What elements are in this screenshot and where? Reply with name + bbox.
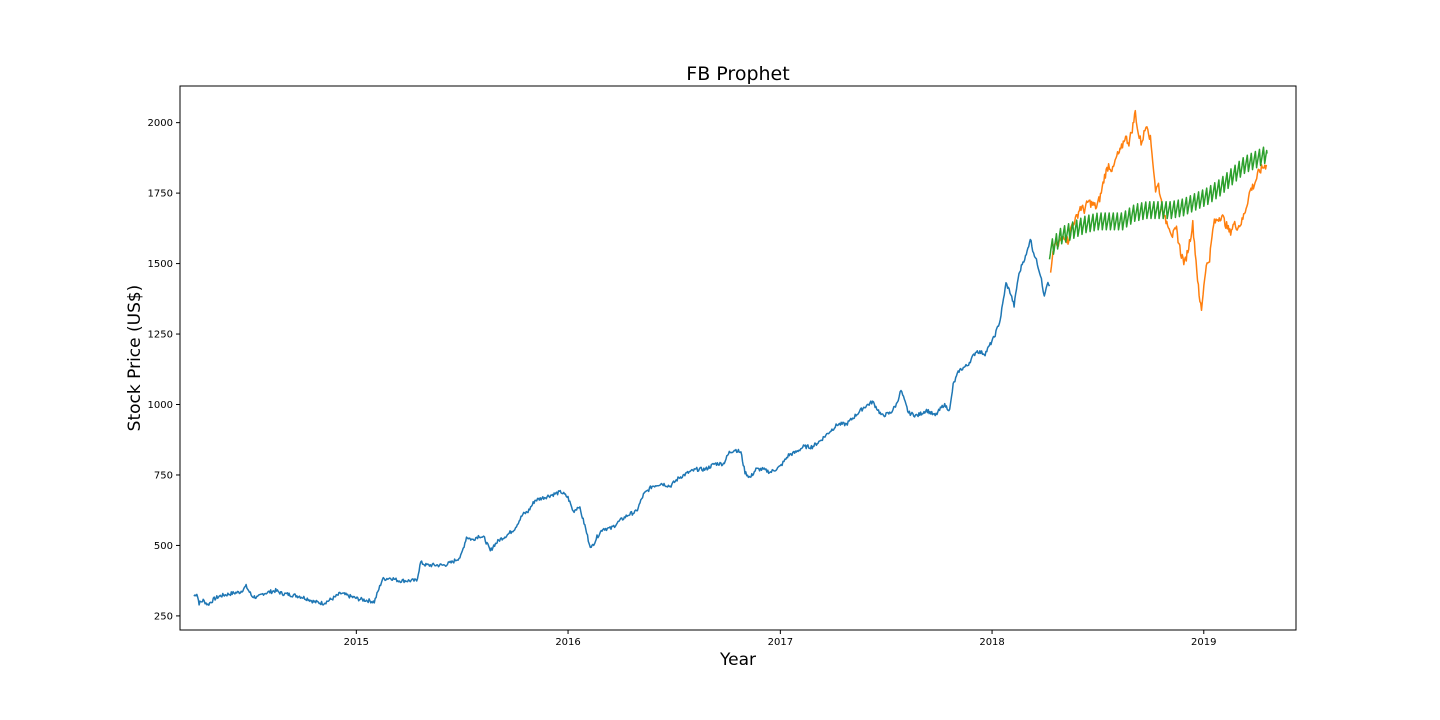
y-axis: 250 500 750 1000 1250 1500 1750 2000 xyxy=(148,118,180,622)
plot-lines xyxy=(193,109,1268,606)
x-tick-label: 2017 xyxy=(768,637,793,648)
x-tick-label: 2015 xyxy=(344,637,369,648)
y-tick-label: 250 xyxy=(154,611,173,622)
y-tick-label: 1000 xyxy=(148,400,173,411)
actual-price-line xyxy=(1049,109,1268,312)
x-tick-label: 2018 xyxy=(979,637,1004,648)
y-tick-label: 2000 xyxy=(148,118,173,129)
y-tick-label: 500 xyxy=(154,541,173,552)
y-tick-label: 750 xyxy=(154,470,173,481)
y-tick-label: 1500 xyxy=(148,259,173,270)
x-tick-label: 2019 xyxy=(1191,637,1216,648)
y-tick-label: 1750 xyxy=(148,189,173,200)
forecast-line xyxy=(1048,146,1268,260)
x-axis: 2015 2016 2017 2018 2019 xyxy=(344,630,1217,648)
x-tick-label: 2016 xyxy=(555,637,580,648)
y-axis-label: Stock Price (US$) xyxy=(125,285,145,432)
plot-area-frame xyxy=(179,85,1297,631)
x-axis-label: Year xyxy=(719,650,756,670)
historical-price-line xyxy=(193,238,1051,606)
y-tick-label: 1250 xyxy=(148,330,173,341)
chart-title: FB Prophet xyxy=(686,63,789,85)
